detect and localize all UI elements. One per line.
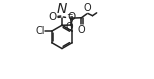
- Text: O: O: [48, 12, 56, 22]
- Text: −: −: [66, 11, 72, 20]
- Text: O: O: [78, 25, 85, 35]
- Text: N: N: [57, 2, 67, 16]
- Text: O: O: [67, 12, 75, 22]
- Text: Cl: Cl: [36, 26, 45, 36]
- Text: O: O: [83, 3, 91, 13]
- Text: O: O: [66, 22, 73, 32]
